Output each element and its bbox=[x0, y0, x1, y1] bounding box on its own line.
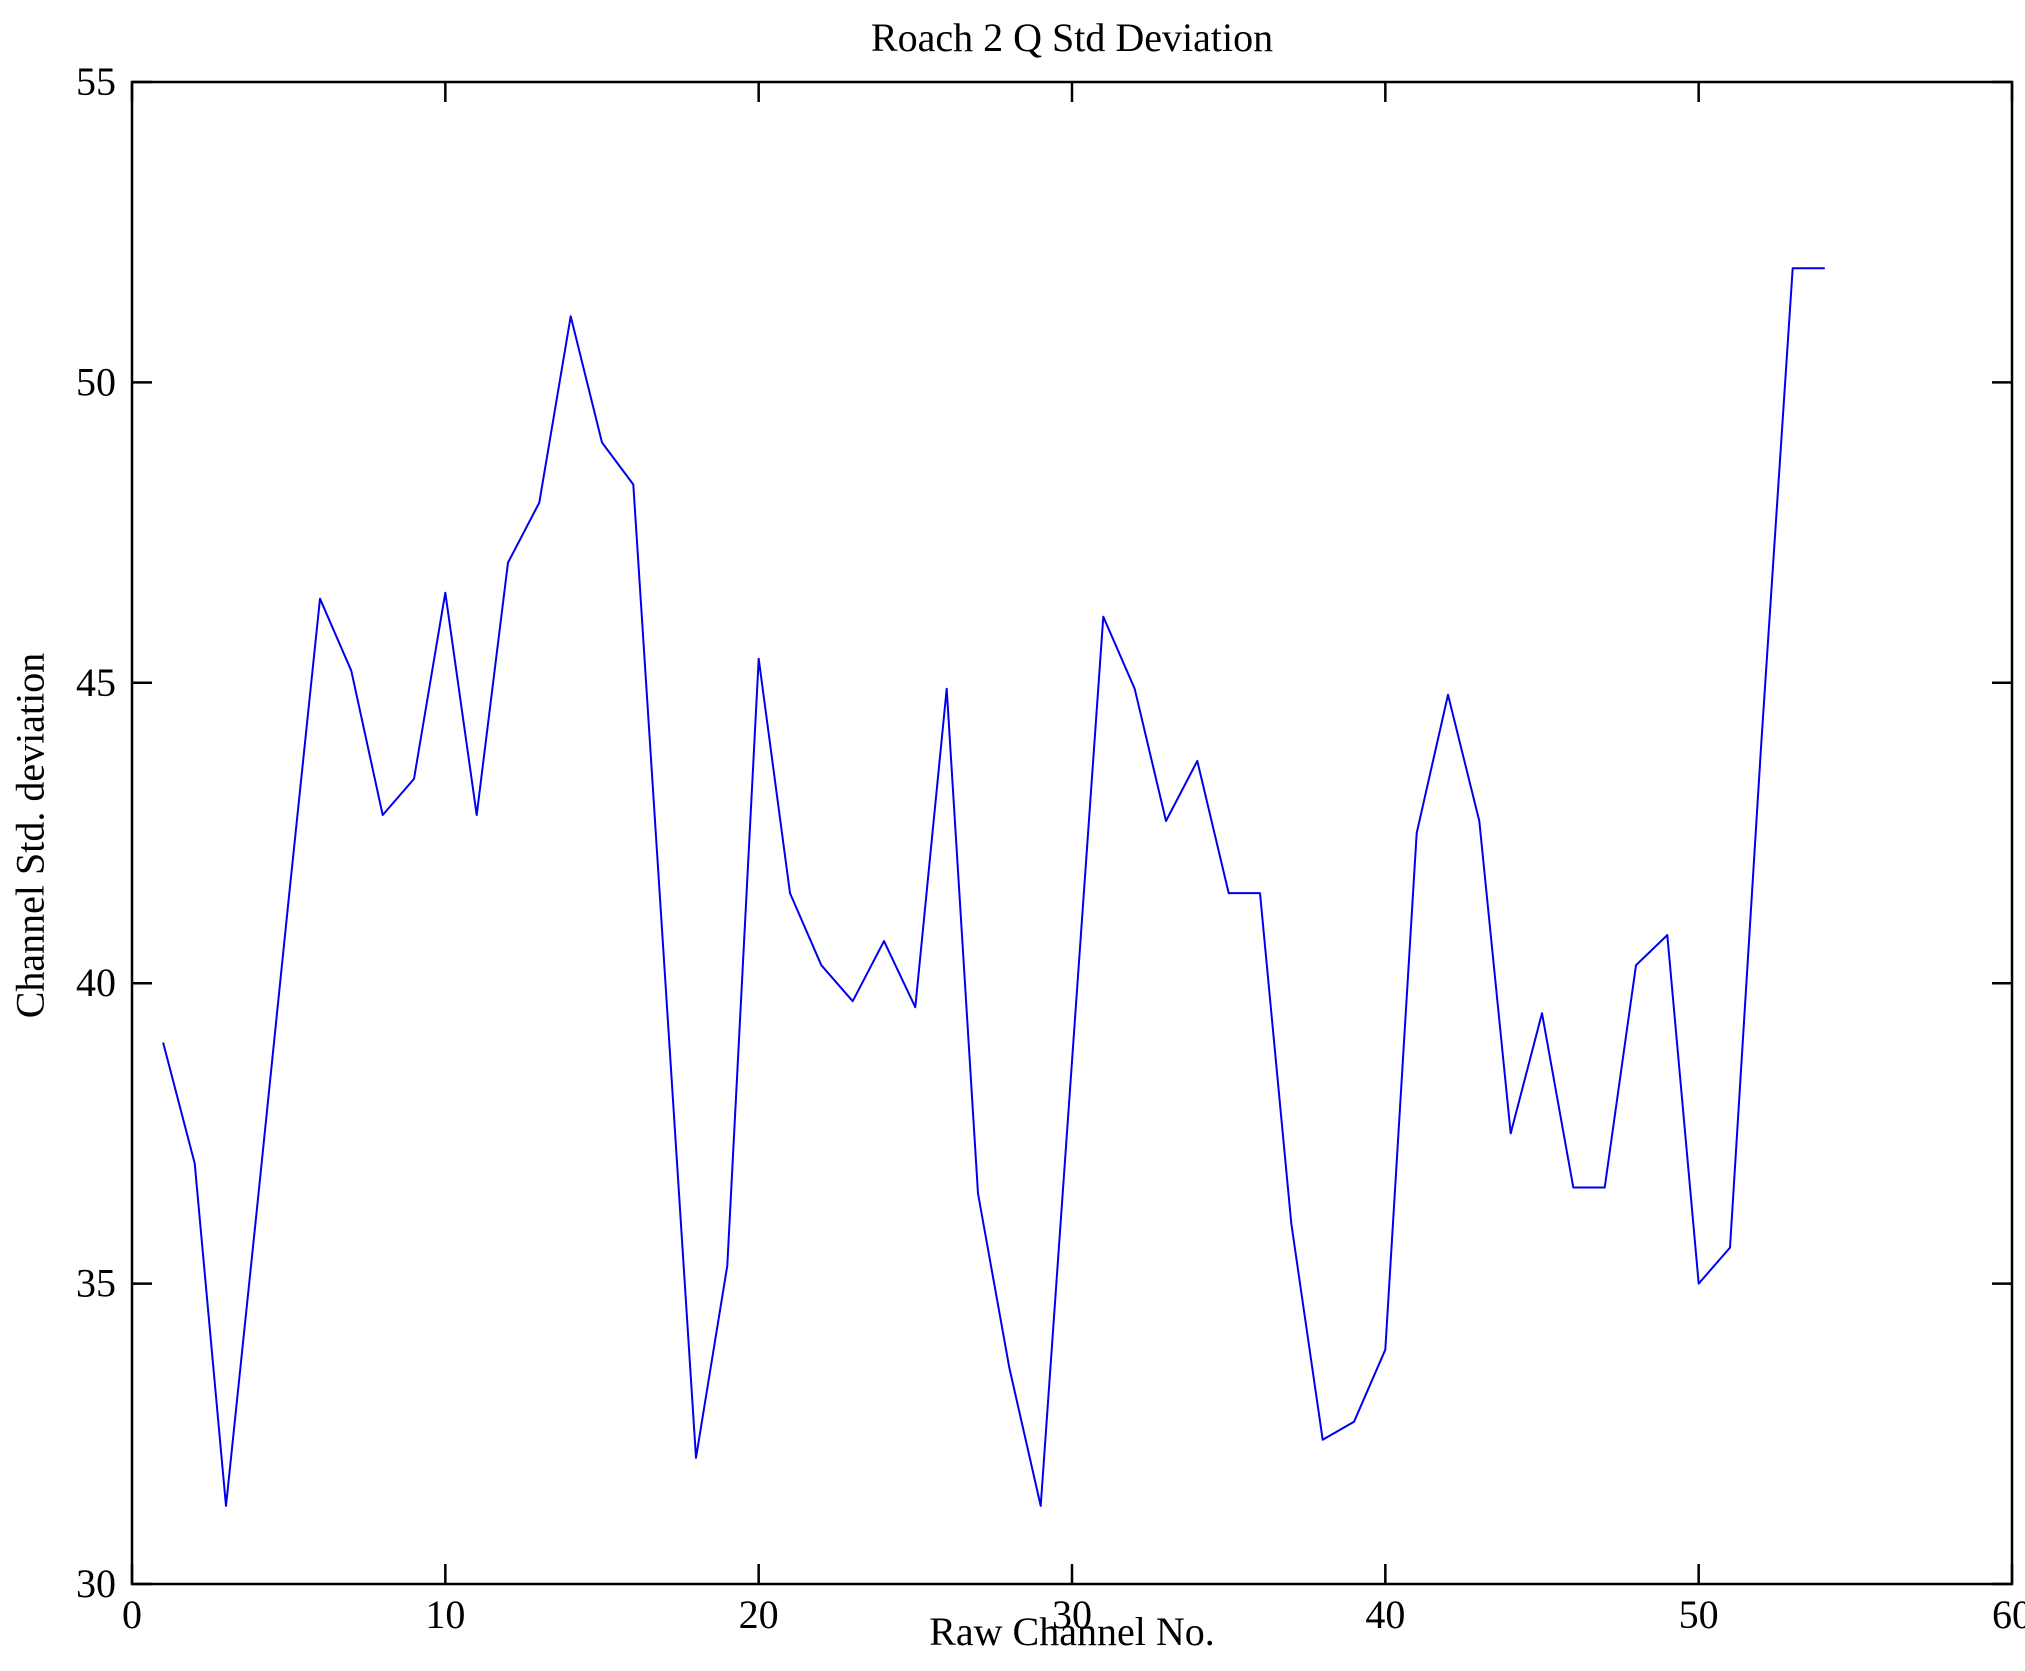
x-axis-label: Raw Channel No. bbox=[929, 1609, 1215, 1654]
x-tick-label: 30 bbox=[1052, 1592, 1092, 1637]
y-tick-label: 50 bbox=[76, 359, 116, 404]
axis-box bbox=[130, 80, 2014, 1586]
y-tick-label: 45 bbox=[76, 660, 116, 705]
y-tick-label: 55 bbox=[76, 59, 116, 104]
x-tick-label: 20 bbox=[739, 1592, 779, 1637]
x-tick-label: 10 bbox=[425, 1592, 465, 1637]
x-tick-label: 60 bbox=[1992, 1592, 2025, 1637]
y-tick-label: 30 bbox=[76, 1561, 116, 1606]
y-tick-label: 35 bbox=[76, 1261, 116, 1306]
x-tick-label: 40 bbox=[1365, 1592, 1405, 1637]
x-tick-label: 50 bbox=[1679, 1592, 1719, 1637]
y-tick-label: 40 bbox=[76, 960, 116, 1005]
x-tick-label: 0 bbox=[122, 1592, 142, 1637]
data-line bbox=[162, 267, 1825, 1507]
chart-title: Roach 2 Q Std Deviation bbox=[870, 15, 1274, 60]
